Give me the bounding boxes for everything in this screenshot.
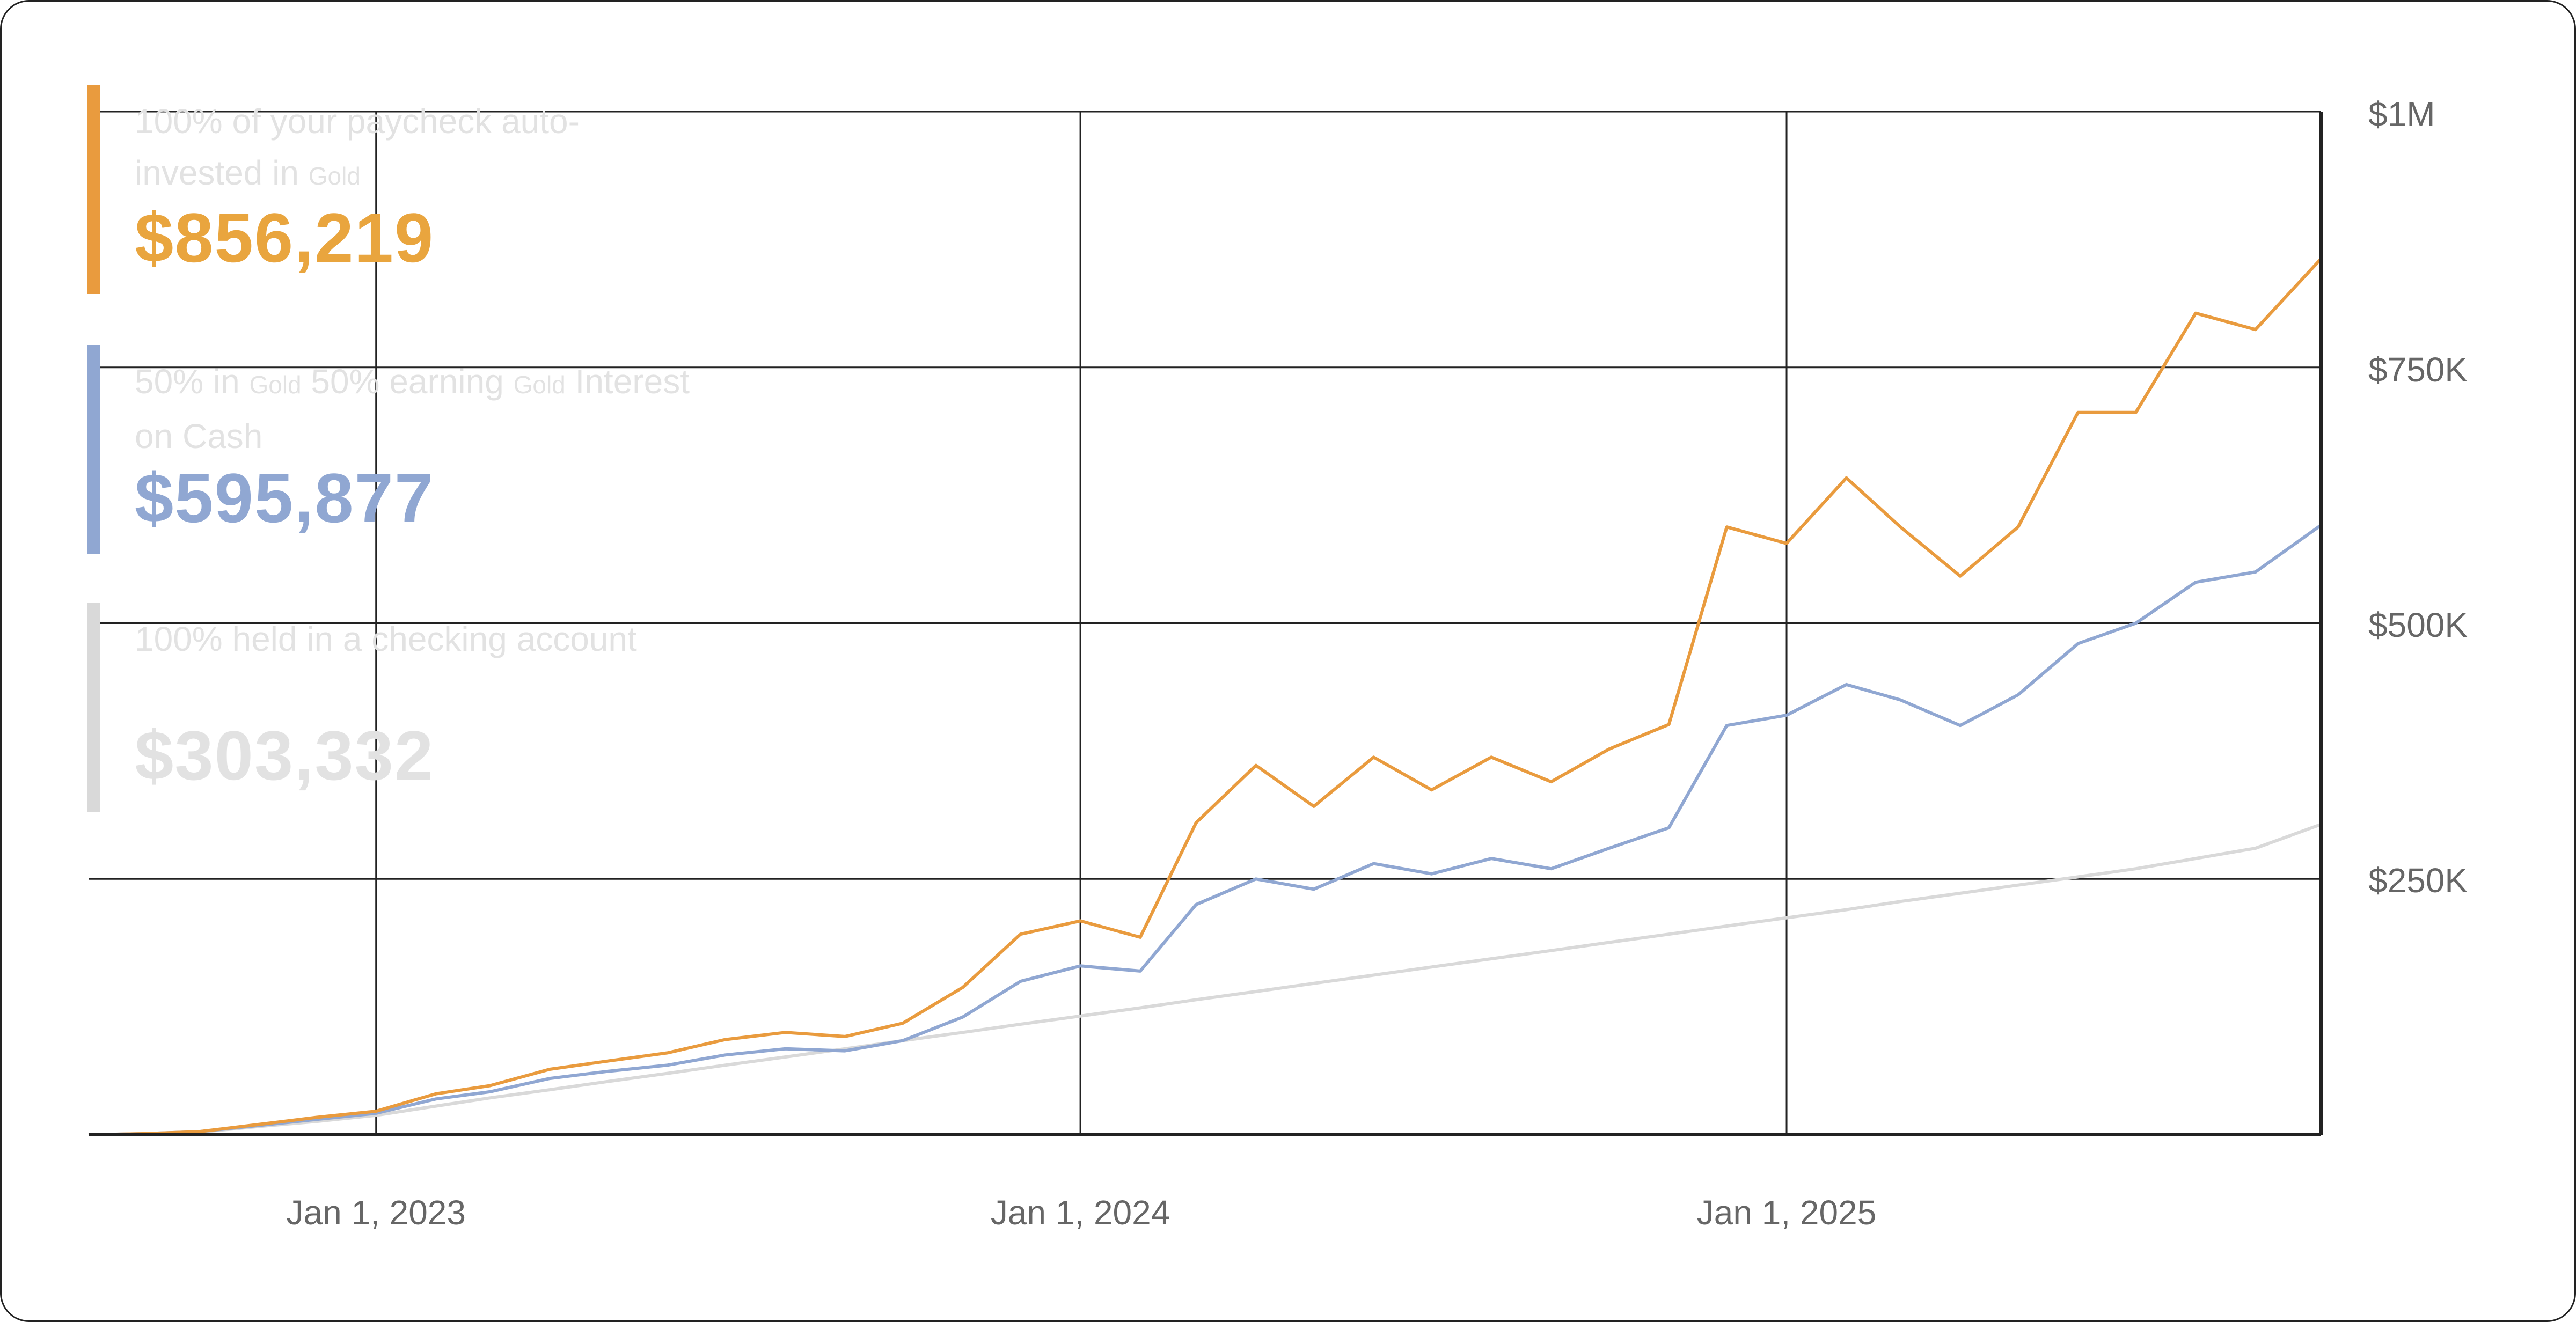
x-tick-label: Jan 1, 2024 xyxy=(990,1193,1170,1232)
x-tick-label: Jan 1, 2025 xyxy=(1696,1193,1877,1232)
legend-label: 50% in Gold 50% earning Gold Interest on… xyxy=(135,356,704,462)
y-tick-label: $750K xyxy=(2368,350,2468,389)
legend-value: $595,877 xyxy=(135,459,435,537)
legend-swatch xyxy=(87,345,100,554)
legend-label: 100% of your paycheck auto-invested in G… xyxy=(135,96,704,202)
y-tick-label: $500K xyxy=(2368,606,2468,644)
legend-label-asset: Gold xyxy=(249,371,302,399)
series-line xyxy=(88,258,2323,1136)
y-tick-label: $1M xyxy=(2368,95,2435,134)
legend-label-text: 100% held in a checking account xyxy=(135,620,637,658)
legend-value: $856,219 xyxy=(135,199,435,277)
x-tick-label: Jan 1, 2023 xyxy=(286,1193,466,1232)
legend-label: 100% held in a checking account xyxy=(135,613,704,665)
y-tick-label: $250K xyxy=(2368,861,2468,900)
series-line xyxy=(88,524,2322,1136)
legend-swatch xyxy=(87,603,100,812)
legend-label-text: 50% earning xyxy=(301,362,514,401)
series-line xyxy=(88,822,2322,1136)
legend-label-asset: Gold xyxy=(308,162,361,190)
legend-label-text: Interest on Cash xyxy=(135,362,690,456)
legend-label-asset: Gold xyxy=(513,371,566,399)
legend-value: $303,332 xyxy=(135,716,435,795)
legend-label-text: 100% of your paycheck auto-invested in xyxy=(135,102,580,192)
legend-swatch xyxy=(87,85,100,294)
legend-label-text: 50% in xyxy=(135,362,250,401)
